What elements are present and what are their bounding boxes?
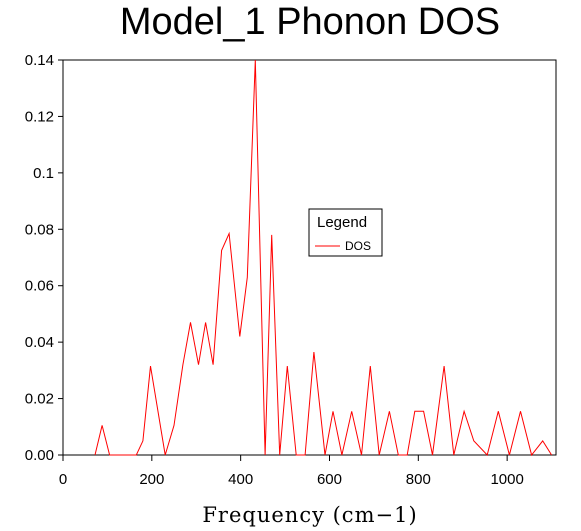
y-tick-label: 0.04 [25, 334, 54, 351]
x-tick-label: 0 [59, 471, 67, 488]
legend-title: Legend [317, 214, 367, 231]
x-tick-label: 600 [317, 471, 342, 488]
y-tick-label: 0.08 [25, 221, 54, 238]
y-axis: 0.00 0.02 0.04 0.06 0.08 0.1 0.12 0.14 [25, 52, 63, 464]
y-tick-label: 0.12 [25, 108, 54, 125]
plot-area [62, 59, 557, 456]
x-tick-label: 200 [139, 471, 164, 488]
y-tick-label: 0.06 [25, 278, 54, 295]
y-tick-label: 0.02 [25, 391, 54, 408]
plot-frame [62, 59, 557, 456]
chart-title: Model_1 Phonon DOS [120, 1, 500, 43]
y-tick-label: 0.1 [33, 165, 54, 182]
x-tick-label: 400 [228, 471, 253, 488]
x-tick-label: 1000 [490, 471, 523, 488]
legend-box [308, 208, 383, 257]
x-axis: 0 200 400 600 800 1000 [59, 455, 524, 488]
y-tick-label: 0.00 [25, 447, 54, 464]
legend: Legend DOS [308, 208, 383, 257]
y-tick-label: 0.14 [25, 52, 54, 69]
series-line-dos [94, 59, 553, 457]
x-tick-label: 800 [406, 471, 431, 488]
x-axis-label: Frequency (cm−1) [202, 503, 417, 527]
legend-label-dos: DOS [345, 239, 371, 253]
